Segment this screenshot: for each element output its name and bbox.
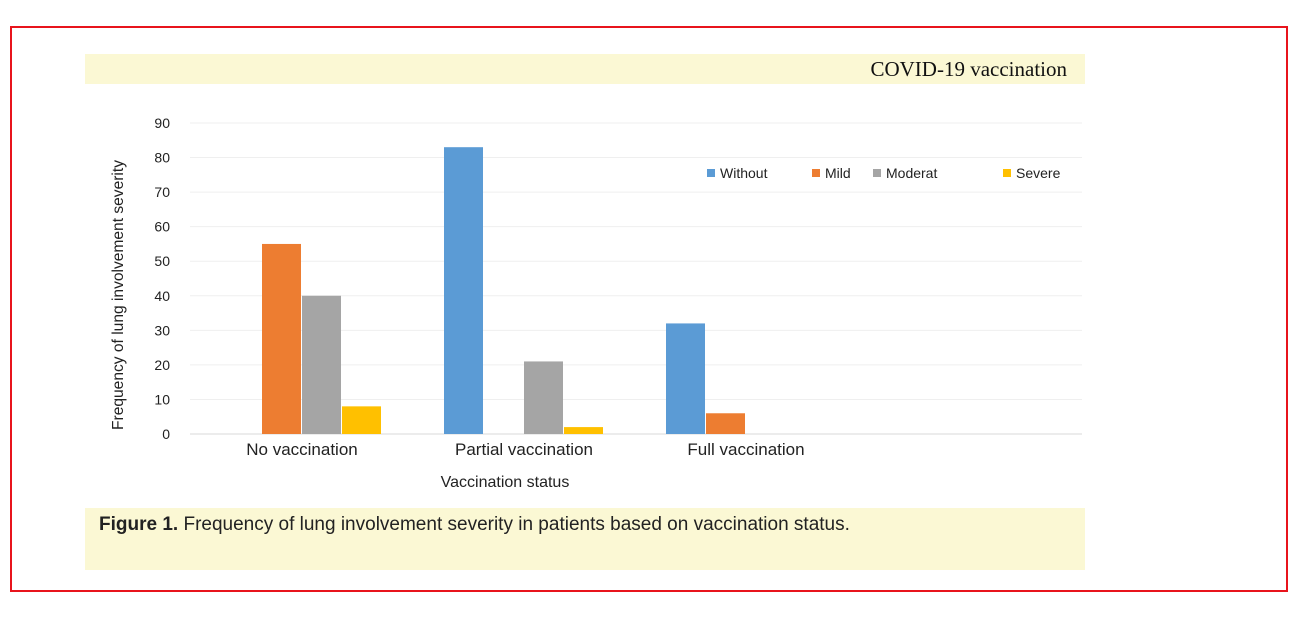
- bars: [262, 147, 745, 434]
- y-tick-labels: 0 10 20 30 40 50 60 70 80 90: [154, 115, 170, 442]
- legend-label: Moderat: [886, 165, 937, 181]
- caption-text: Frequency of lung involvement severity i…: [183, 514, 850, 535]
- y-tick-label: 40: [154, 288, 170, 304]
- figure-caption: Figure 1. Frequency of lung involvement …: [85, 508, 1085, 570]
- bar-mild: [262, 243, 301, 434]
- legend-label: Mild: [825, 165, 851, 181]
- x-tick-labels: No vaccination Partial vaccination Full va…: [246, 440, 804, 459]
- bar-moderat: [302, 295, 341, 434]
- y-tick-label: 60: [154, 219, 170, 235]
- bar-moderat: [524, 361, 563, 434]
- legend-swatch: [873, 169, 881, 177]
- header-band: COVID-19 vaccination: [85, 54, 1085, 84]
- legend-swatch: [812, 169, 820, 177]
- y-tick-label: 80: [154, 150, 170, 166]
- y-tick-label: 50: [154, 253, 170, 269]
- caption-label: Figure 1.: [99, 514, 179, 535]
- y-tick-label: 30: [154, 322, 170, 338]
- header-title: COVID-19 vaccination: [870, 57, 1067, 81]
- y-tick-label: 10: [154, 391, 170, 407]
- x-tick-label: Full vaccination: [687, 440, 804, 459]
- legend-label: Severe: [1016, 165, 1061, 181]
- bar-severe: [564, 427, 603, 434]
- x-tick-label: No vaccination: [246, 440, 358, 459]
- y-axis-label: Frequency of lung involvement severity: [110, 160, 127, 430]
- y-tick-label: 0: [162, 426, 170, 442]
- bar-without: [444, 147, 483, 434]
- bar-without: [666, 323, 705, 434]
- grid-lines: [190, 122, 1082, 435]
- bar-mild: [706, 413, 745, 434]
- legend-label: Without: [720, 165, 768, 181]
- x-tick-label: Partial vaccination: [455, 440, 593, 459]
- legend: Without Mild Moderat Severe: [707, 165, 1061, 181]
- legend-swatch: [707, 169, 715, 177]
- y-tick-label: 90: [154, 115, 170, 131]
- figure-frame: [10, 26, 1288, 592]
- y-tick-label: 70: [154, 184, 170, 200]
- legend-swatch: [1003, 169, 1011, 177]
- bar-severe: [342, 406, 381, 434]
- x-axis-label: Vaccination status: [441, 474, 570, 491]
- y-tick-label: 20: [154, 357, 170, 373]
